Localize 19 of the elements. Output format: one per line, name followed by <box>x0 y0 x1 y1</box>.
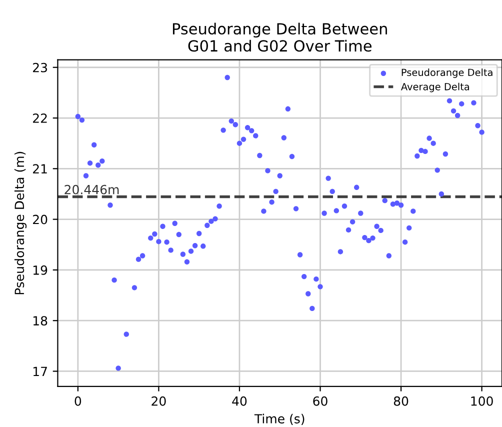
x-tick-label: 60 <box>313 396 328 406</box>
y-tick-label: 21 <box>33 164 47 174</box>
y-tick-label: 20 <box>33 214 48 224</box>
x-tick-label: 0 <box>74 396 82 406</box>
x-tick-label: 100 <box>471 396 493 406</box>
y-axis-title: Pseudorange Delta (m) <box>14 152 27 294</box>
y-tick-label: 22 <box>33 113 47 123</box>
x-tick-label: 80 <box>394 396 408 406</box>
x-tick-label: 40 <box>232 396 247 406</box>
annotation: 20.446m <box>64 184 119 194</box>
y-tick-label: 17 <box>33 366 47 376</box>
legend-label: Pseudorange Delta <box>402 68 492 78</box>
y-tick-label: 23 <box>33 62 48 72</box>
x-axis-title: Time (s) <box>254 414 304 425</box>
legend-label: Average Delta <box>401 82 469 92</box>
chart-title: Pseudorange Delta Between G01 and G02 Over Time <box>172 22 387 52</box>
y-tick-label: 18 <box>33 316 48 326</box>
x-tick-label: 20 <box>152 396 166 406</box>
y-tick-label: 19 <box>33 265 48 275</box>
